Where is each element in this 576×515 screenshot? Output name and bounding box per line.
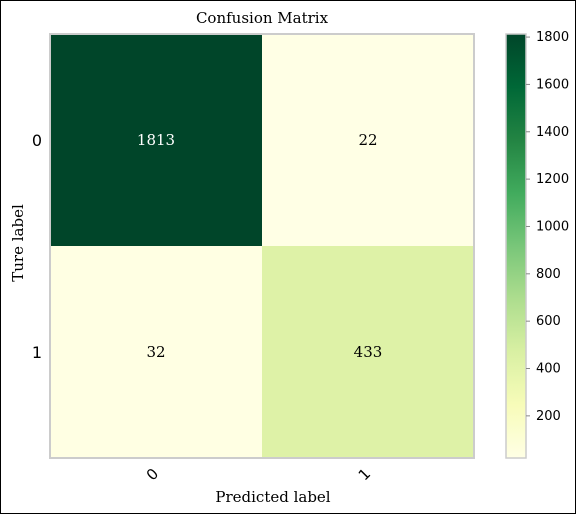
colorbar-tick-label: 1200 bbox=[536, 172, 569, 187]
heatmap-cell bbox=[262, 246, 474, 458]
cell-value-label: 32 bbox=[146, 343, 165, 361]
colorbar-tick-label: 200 bbox=[536, 409, 561, 424]
colorbar-tick-label: 1800 bbox=[536, 30, 569, 45]
colorbar-tick-label: 1400 bbox=[536, 125, 569, 140]
heatmap-cell bbox=[262, 34, 474, 246]
x-tick-label: 0 bbox=[143, 465, 162, 484]
colorbar-tick-label: 1600 bbox=[536, 77, 569, 92]
heatmap-cell bbox=[50, 246, 262, 458]
cell-value-label: 22 bbox=[358, 131, 377, 149]
cell-value-label: 433 bbox=[354, 343, 383, 361]
y-tick-label: 1 bbox=[32, 343, 42, 362]
x-tick-label: 1 bbox=[355, 465, 374, 484]
colorbar-tick-label: 800 bbox=[536, 267, 561, 282]
x-axis-label: Predicted label bbox=[215, 488, 330, 506]
plot-frame bbox=[49, 33, 475, 459]
cell-value-label: 1813 bbox=[137, 131, 175, 149]
chart-title: Confusion Matrix bbox=[196, 9, 329, 27]
colorbar-tick-label: 600 bbox=[536, 314, 561, 329]
colorbar bbox=[505, 33, 527, 459]
y-axis-label: Ture label bbox=[9, 204, 27, 282]
y-ticks: 01 bbox=[32, 131, 42, 362]
heatmap-cells: 1813 22 32 433 bbox=[50, 34, 474, 458]
heatmap-cell bbox=[50, 34, 262, 246]
colorbar-tick-label: 1000 bbox=[536, 219, 569, 234]
colorbar-tick-label: 400 bbox=[536, 362, 561, 377]
y-tick-label: 0 bbox=[32, 131, 42, 150]
colorbar-ticks: 200 400 600 800 1000 1200 1400 1600 1800 bbox=[526, 30, 569, 424]
